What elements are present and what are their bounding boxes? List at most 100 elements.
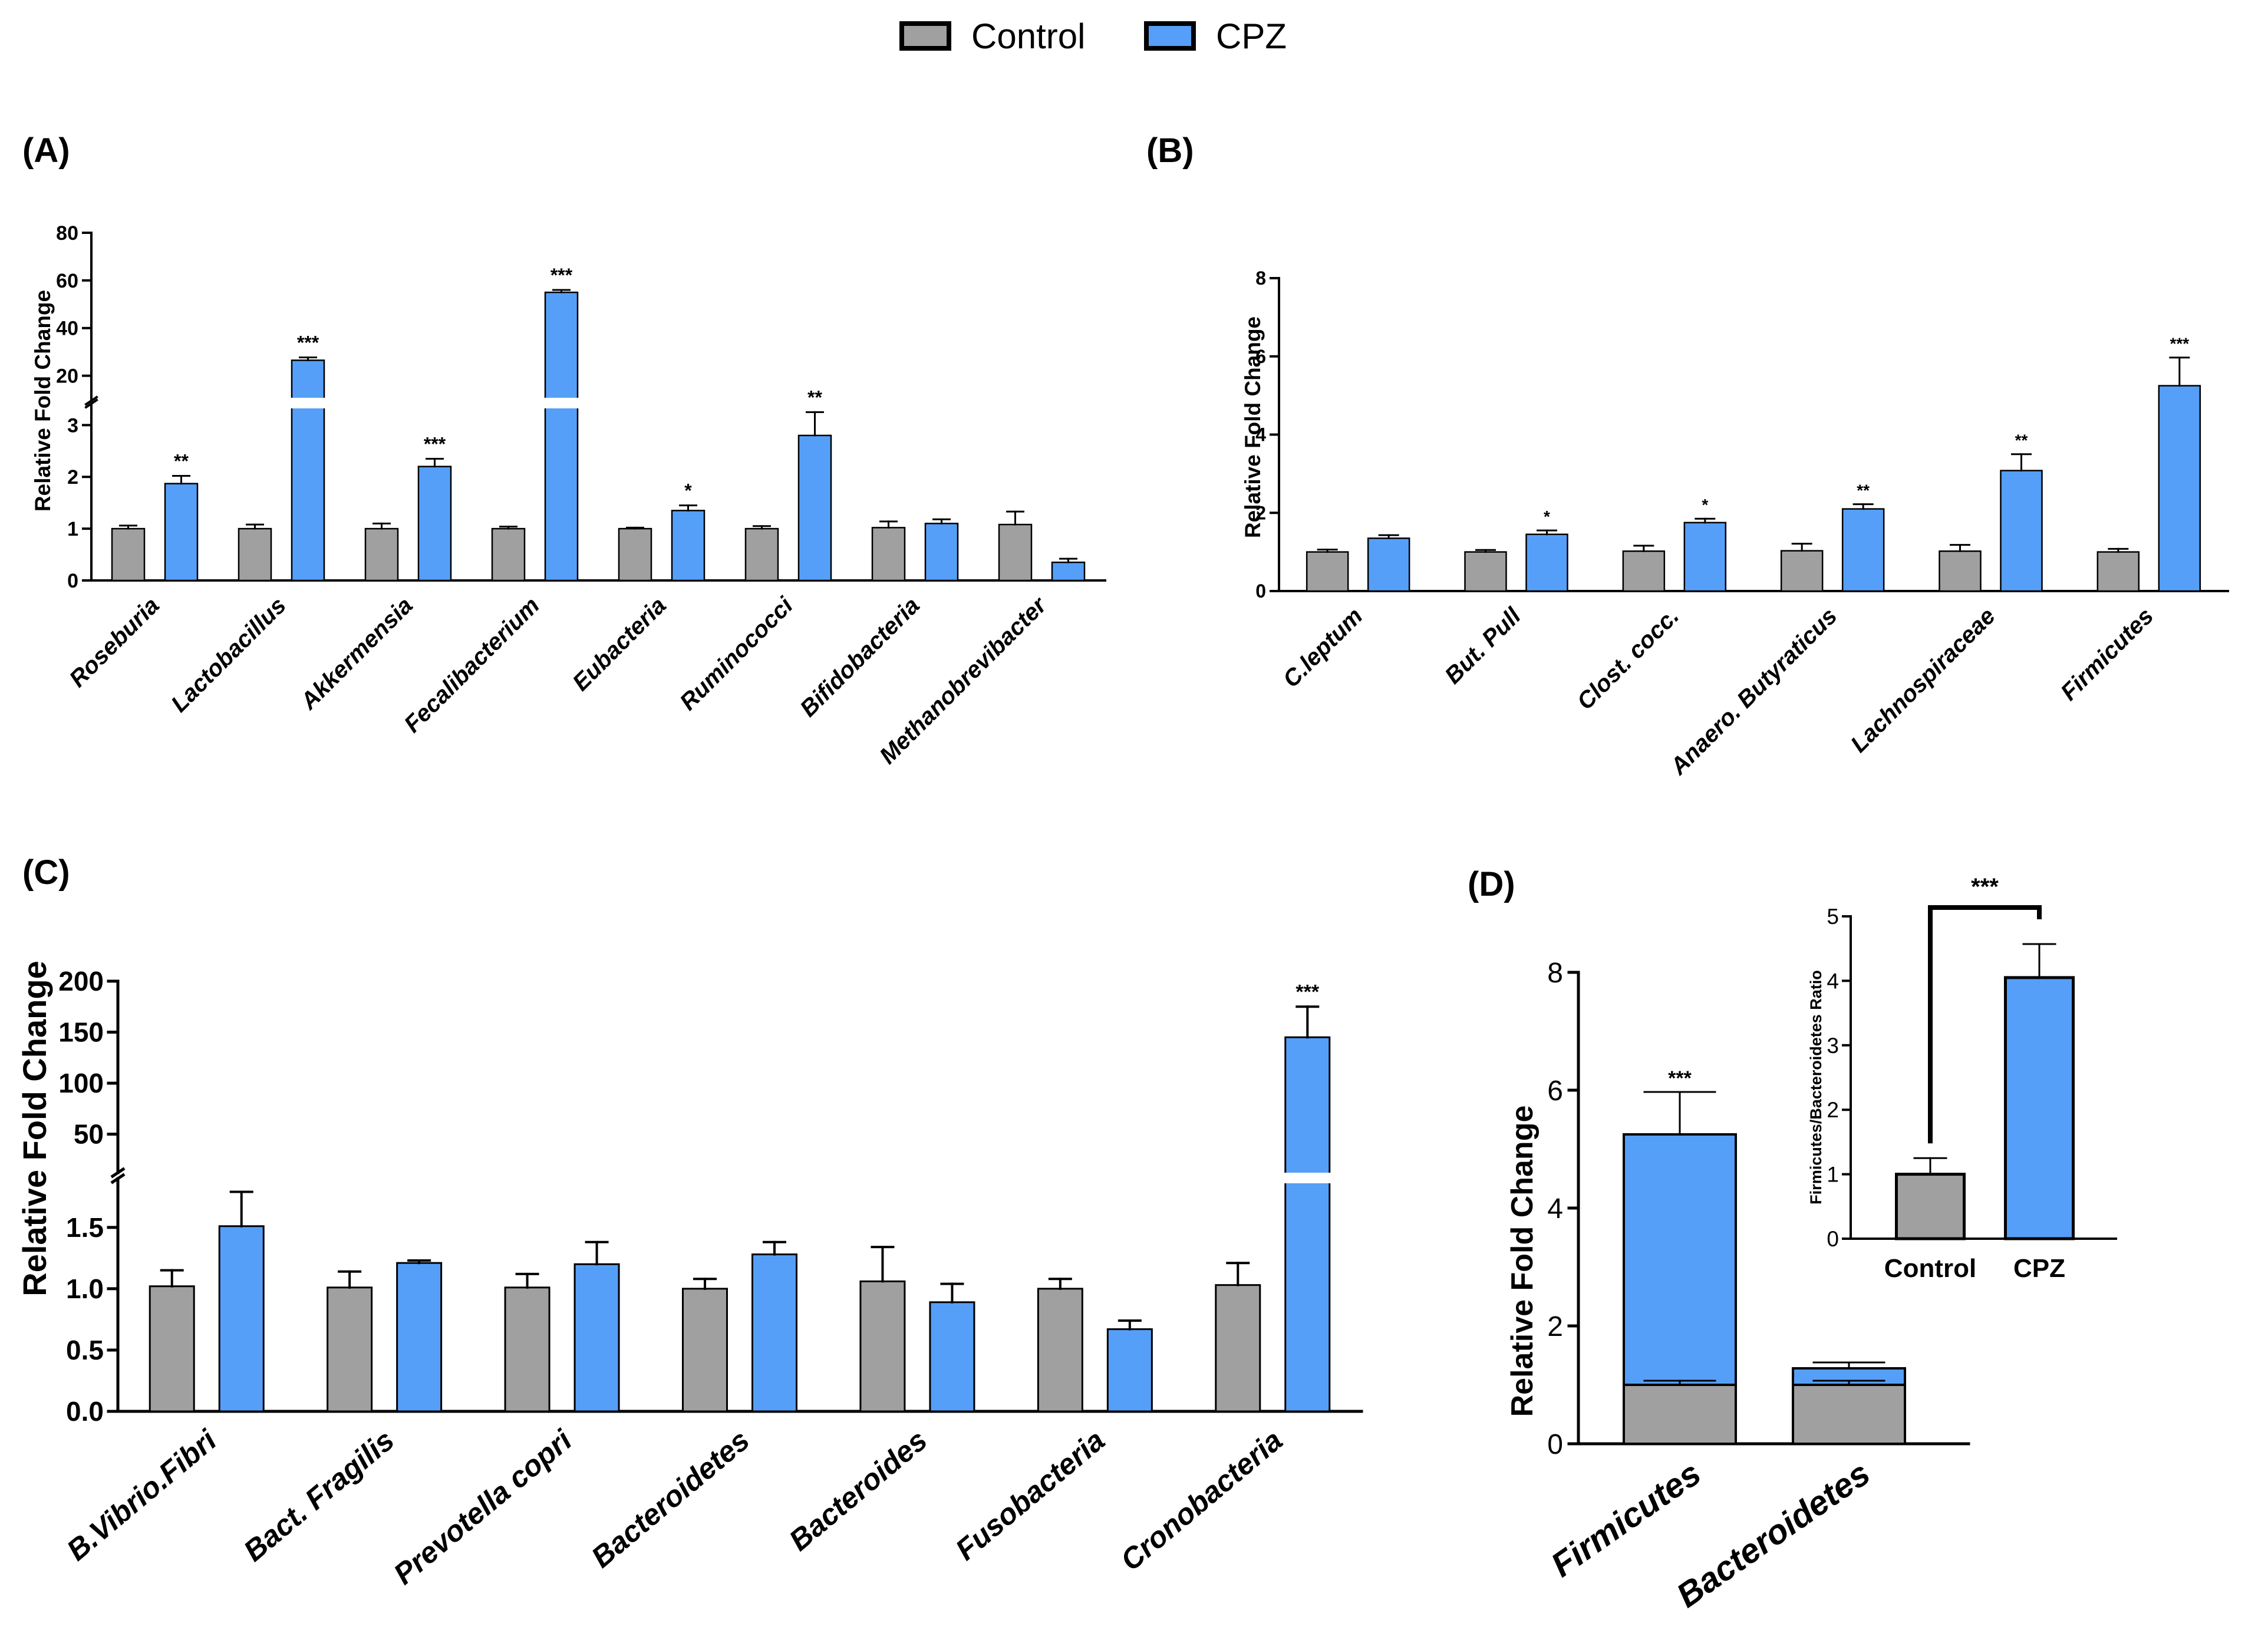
- panel-b-bar-control: [1780, 550, 1824, 592]
- panel-a-significance-mark: **: [807, 387, 822, 408]
- panel-a-category-label: Roseburia: [64, 592, 164, 692]
- panel-d-bar-control: [1623, 1384, 1737, 1445]
- panel-b-significance-mark: ***: [2170, 335, 2189, 353]
- panel-b-y-tick-label: 0: [1255, 580, 1266, 602]
- panel-a-category-label: Ruminococci: [675, 592, 798, 715]
- panel-a-bar-cpz: [1051, 561, 1086, 582]
- panel-c-bar-cpz: [1284, 1036, 1331, 1413]
- panel-c-bar-control: [149, 1285, 195, 1413]
- panel-b-bar-cpz: [1367, 537, 1410, 592]
- legend-label-control: Control: [971, 17, 1085, 56]
- panel-c-axis-break-mark: [110, 1167, 126, 1179]
- inset-y-tick-label: 2: [1827, 1098, 1839, 1122]
- panel-c-category-label: B.Vibrio.Fibri: [61, 1423, 223, 1567]
- panel-b-y-tick-label: 6: [1255, 346, 1266, 367]
- panel-c-bar-cpz: [396, 1262, 443, 1413]
- panel-a-significance-mark: **: [174, 450, 189, 471]
- panel-d-y-tick-label: 8: [1547, 958, 1563, 989]
- inset-y-tick-label: 1: [1827, 1163, 1839, 1187]
- panel-c-y-tick-label: 200: [58, 966, 104, 996]
- legend-label-cpz: CPZ: [1216, 17, 1287, 56]
- panel-d-bar-control: [1792, 1384, 1906, 1445]
- panel-c-bar-control: [1037, 1288, 1083, 1413]
- panel-a-y-tick-label: 40: [56, 318, 78, 340]
- panel-a-ylabel: Relative Fold Change: [31, 290, 55, 512]
- panel-a-category-label: Fecalibacterium: [399, 592, 544, 737]
- panel-c-bar-control: [682, 1288, 728, 1413]
- panel-a-bar-cpz: [164, 483, 199, 582]
- panel-c-category-label: Cronobacteria: [1115, 1424, 1289, 1578]
- panel-c-bar-control: [859, 1280, 906, 1413]
- panel-a-axis-break-mark: [84, 398, 98, 409]
- panel-a-bar-control: [491, 527, 526, 582]
- panel-a-category-label: Eubacteria: [568, 592, 671, 696]
- panel-c-y-tick-label: 0.5: [66, 1335, 104, 1365]
- panel-b-bar-control: [1939, 550, 1982, 592]
- panel-b-ylabel: Relative Fold Change: [1241, 316, 1265, 538]
- panel-label-b: (B): [1146, 131, 1194, 170]
- panel-a-significance-mark: ***: [297, 332, 319, 354]
- panel-c-bar-cpz: [751, 1253, 797, 1413]
- panel-c-y-tick-label: 1.0: [66, 1273, 104, 1304]
- panel-b-y-tick-label: 8: [1255, 268, 1266, 289]
- panel-a-bar-cpz: [797, 434, 832, 582]
- panel-a-bar-cpz: [671, 510, 706, 582]
- panel-d-category-label: Firmicutes: [1544, 1454, 1708, 1584]
- panel-a-bar-break-gap: [543, 398, 579, 408]
- panel-b-bar-cpz: [2000, 470, 2043, 592]
- inset-category-label: Control: [1884, 1254, 1976, 1283]
- panel-b-category-label: Anaero. Butyraticus: [1665, 603, 1842, 780]
- panel-b-bar-cpz: [1525, 533, 1568, 592]
- panel-b-bar-cpz: [2158, 385, 2201, 592]
- panel-b-bar-control: [1622, 550, 1666, 592]
- inset-y-tick-label: 4: [1827, 969, 1839, 993]
- panel-d-y-tick-label: 0: [1547, 1429, 1563, 1460]
- panel-a-bar-control: [238, 527, 272, 582]
- panel-label-a: (A): [22, 131, 70, 170]
- panel-c-bar-control: [504, 1286, 550, 1413]
- inset-bar-cpz: [2004, 976, 2075, 1240]
- panel-b-bar-control: [1464, 551, 1507, 592]
- panel-c-bar-cpz: [929, 1301, 975, 1413]
- panel-a-category-label: Akkermensia: [295, 592, 418, 715]
- panel-c-bar-break-gap: [1283, 1173, 1331, 1183]
- legend: Control CPZ: [899, 17, 1287, 56]
- panel-b-category-label: Firmicutes: [2056, 603, 2158, 705]
- panel-b-bar-cpz: [1841, 508, 1885, 592]
- panel-a-y-tick-label: 3: [67, 414, 78, 437]
- panel-b-category-label: C.leptum: [1278, 603, 1367, 692]
- panel-c-bar-cpz: [573, 1263, 620, 1413]
- panel-c-y-tick-label: 0.0: [66, 1396, 104, 1427]
- panel-c-bar-control: [327, 1286, 373, 1413]
- panel-b-y-tick-label: 2: [1255, 502, 1266, 523]
- panel-a-significance-mark: *: [684, 480, 692, 501]
- panel-c-bar-cpz: [1106, 1328, 1153, 1413]
- panel-b-significance-mark: *: [1702, 496, 1708, 514]
- panel-a-bar-cpz: [924, 523, 959, 582]
- panel-a-bar-control: [618, 527, 652, 582]
- panel-b-category-label: Clost. cocc.: [1572, 603, 1684, 715]
- panel-b-significance-mark: **: [1857, 481, 1870, 500]
- panel-c-category-label: Bacteroides: [783, 1424, 933, 1557]
- panel-a-y-tick-label: 2: [67, 466, 78, 489]
- inset-category-label: CPZ: [2013, 1254, 2065, 1283]
- panel-b-significance-mark: *: [1544, 507, 1550, 526]
- panel-d-ylabel: Relative Fold Change: [1505, 1106, 1540, 1417]
- panel-b-bar-cpz: [1683, 522, 1727, 592]
- panel-a-y-tick-label: 80: [56, 222, 78, 245]
- panel-a-category-label: Lactobacillus: [166, 592, 291, 717]
- inset-bar-control: [1895, 1173, 1966, 1240]
- panel-a-significance-mark: ***: [424, 433, 446, 454]
- panel-d-significance-mark: ***: [1668, 1067, 1692, 1090]
- panel-label-d: (D): [1468, 865, 1515, 903]
- panel-label-c: (C): [22, 853, 70, 892]
- panel-c-y-tick-label: 1.5: [66, 1212, 104, 1243]
- panel-a-y-tick-label: 60: [56, 270, 78, 292]
- panel-a-axis-break-mark: [84, 395, 98, 406]
- panel-a-bar-control: [871, 527, 906, 582]
- panel-c-category-label: Fusobacteria: [950, 1424, 1111, 1567]
- inset-y-tick-label: 3: [1827, 1034, 1839, 1058]
- panel-c-y-tick-label: 50: [74, 1119, 104, 1150]
- legend-swatch-control: [899, 21, 951, 51]
- panel-c-significance-mark: ***: [1295, 981, 1319, 1003]
